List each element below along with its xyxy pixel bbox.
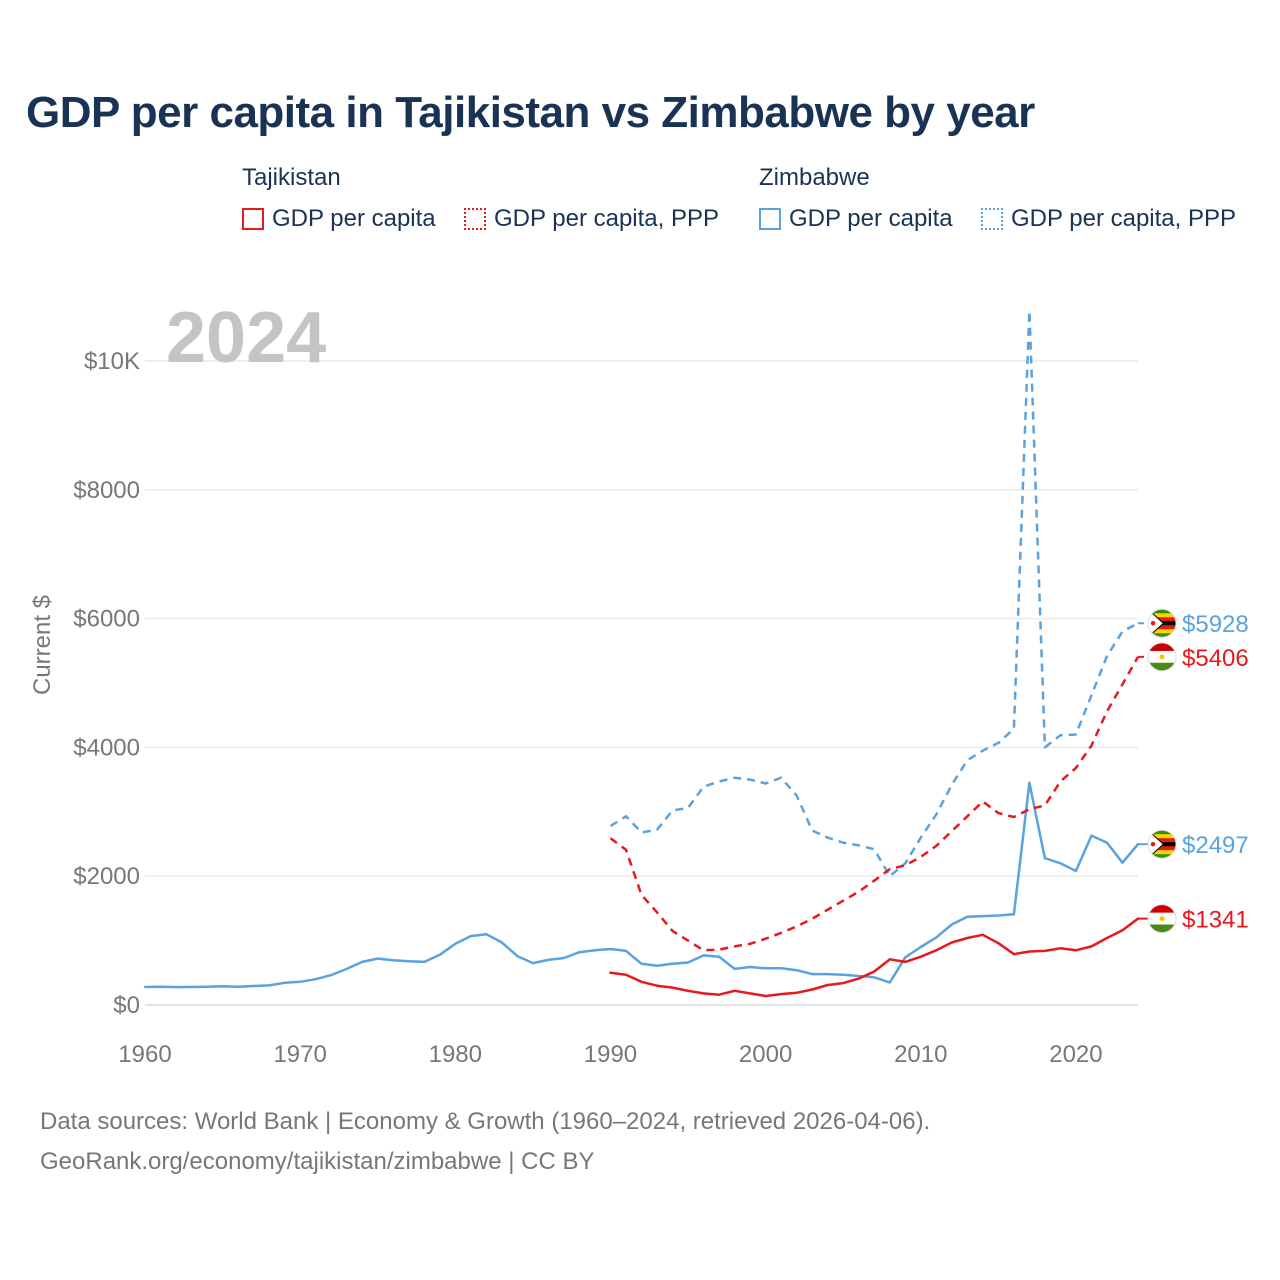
series-line xyxy=(143,781,1140,989)
zimbabwe-flag-icon xyxy=(1147,829,1177,859)
x-tick-label: 1970 xyxy=(273,1041,326,1068)
y-tick-label: $10K xyxy=(84,348,140,375)
x-tick-label: 1990 xyxy=(584,1041,637,1068)
legend-swatch-solid-blue xyxy=(759,208,781,230)
end-value-label: $2497 xyxy=(1182,832,1249,859)
x-axis-ticks: 1960 1970 1980 1990 2000 2010 2020 xyxy=(118,1041,1102,1068)
series-line xyxy=(609,917,1140,998)
y-tick-label: $6000 xyxy=(73,606,140,633)
grid-lines xyxy=(145,360,1138,1006)
legend-label: GDP per capita xyxy=(789,205,953,232)
y-tick-label: $0 xyxy=(113,992,140,1019)
footer-sources: Data sources: World Bank | Economy & Gro… xyxy=(40,1108,931,1135)
legend-group-zimbabwe: Zimbabwe xyxy=(759,164,870,191)
legend-item-tajikistan-gdp-ppp[interactable]: GDP per capita, PPP xyxy=(464,204,719,234)
x-tick-label: 1960 xyxy=(118,1041,171,1068)
legend-item-zimbabwe-gdp[interactable]: GDP per capita xyxy=(759,204,953,234)
tajikistan-flag-icon xyxy=(1147,904,1177,934)
end-value-label: $5928 xyxy=(1182,611,1249,638)
legend-swatch-dotted-red xyxy=(464,208,486,230)
series-lines xyxy=(143,309,1140,998)
legend-label: GDP per capita, PPP xyxy=(494,205,719,232)
tajikistan-flag-icon xyxy=(1147,642,1177,672)
legend-group-tajikistan: Tajikistan xyxy=(242,164,341,191)
x-tick-label: 2000 xyxy=(739,1041,792,1068)
legend-label: GDP per capita, PPP xyxy=(1011,205,1236,232)
legend-item-tajikistan-gdp[interactable]: GDP per capita xyxy=(242,204,436,234)
series-line xyxy=(609,656,1140,952)
x-tick-label: 1980 xyxy=(429,1041,482,1068)
end-value-label: $1341 xyxy=(1182,907,1249,934)
footer-url[interactable]: GeoRank.org/economy/tajikistan/zimbabwe … xyxy=(40,1148,595,1175)
y-axis-label: Current $ xyxy=(29,595,56,695)
legend-swatch-solid-red xyxy=(242,208,264,230)
end-markers: $2497 $5928 $1341 $5406 xyxy=(1138,608,1249,934)
legend-swatch-dotted-blue xyxy=(981,208,1003,230)
y-axis-ticks: $0 $2000 $4000 $6000 $8000 $10K xyxy=(73,348,140,1019)
year-watermark: 2024 xyxy=(166,298,326,378)
chart-title: GDP per capita in Tajikistan vs Zimbabwe… xyxy=(26,88,1035,137)
x-tick-label: 2020 xyxy=(1049,1041,1102,1068)
y-tick-label: $2000 xyxy=(73,863,140,890)
zimbabwe-flag-icon xyxy=(1147,608,1177,638)
legend-item-zimbabwe-gdp-ppp[interactable]: GDP per capita, PPP xyxy=(981,204,1236,234)
y-tick-label: $4000 xyxy=(73,734,140,761)
series-line xyxy=(609,309,1139,878)
legend-label: GDP per capita xyxy=(272,205,436,232)
x-tick-label: 2010 xyxy=(894,1041,947,1068)
end-value-label: $5406 xyxy=(1182,645,1249,672)
y-tick-label: $8000 xyxy=(73,477,140,504)
